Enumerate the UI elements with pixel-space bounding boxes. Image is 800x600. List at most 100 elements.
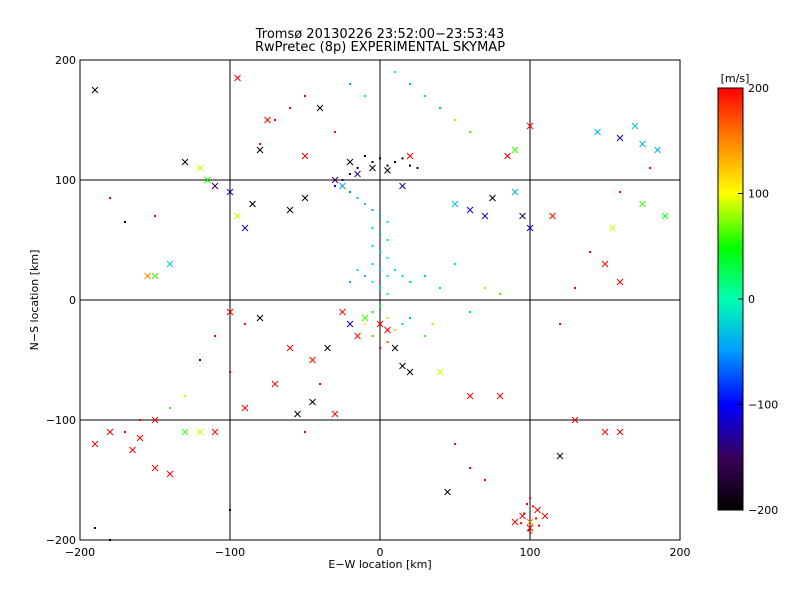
- cross-marker: [361, 314, 369, 322]
- colorbar-tick-label: 100: [748, 188, 769, 201]
- dot-marker: [394, 161, 396, 163]
- cross-marker: [571, 416, 579, 424]
- dot-marker: [386, 341, 389, 343]
- dot-marker: [349, 173, 351, 175]
- dot-marker: [439, 107, 441, 109]
- cross-marker: [309, 398, 316, 406]
- x-tick-label: 0: [377, 546, 384, 559]
- y-tick-label: −100: [46, 414, 76, 427]
- plot-frame: [79, 59, 681, 541]
- cross-marker: [151, 416, 159, 424]
- cross-marker: [384, 326, 391, 334]
- data-points: [91, 71, 669, 541]
- dot-marker: [535, 517, 537, 520]
- cross-marker: [631, 122, 639, 130]
- dot-marker: [394, 329, 396, 331]
- cross-marker: [264, 116, 271, 124]
- colorbar-tick-label: 200: [748, 82, 769, 95]
- colorbar-tick-label: −200: [748, 504, 778, 517]
- dot-marker: [416, 167, 419, 169]
- x-tick-label: −200: [65, 546, 95, 559]
- cross-marker: [519, 212, 526, 220]
- cross-marker: [369, 164, 376, 172]
- cross-marker: [204, 176, 211, 184]
- dot-marker: [229, 509, 231, 511]
- dot-marker: [469, 131, 471, 133]
- dot-marker: [379, 269, 381, 271]
- y-tick-label: 0: [69, 294, 76, 307]
- dot-marker: [520, 522, 522, 525]
- dot-marker: [334, 185, 336, 187]
- dot-marker: [169, 407, 171, 409]
- cross-marker: [354, 332, 361, 340]
- dot-marker: [229, 371, 231, 373]
- dot-marker: [364, 95, 366, 97]
- dot-marker: [259, 143, 261, 145]
- dot-marker: [454, 119, 456, 121]
- dot-marker: [409, 83, 411, 85]
- dot-marker: [364, 155, 366, 157]
- cross-marker: [301, 152, 309, 160]
- dot-marker: [356, 197, 359, 199]
- dot-marker: [364, 203, 366, 205]
- dot-marker: [484, 479, 486, 481]
- cross-marker: [241, 404, 249, 412]
- cross-marker: [256, 146, 264, 154]
- cross-marker: [594, 128, 601, 136]
- y-tick-label: −200: [46, 534, 76, 547]
- cross-marker: [384, 167, 391, 174]
- dot-marker: [526, 503, 528, 505]
- dot-marker: [124, 221, 126, 223]
- cross-marker: [151, 272, 159, 280]
- dot-marker: [199, 359, 201, 361]
- cross-marker: [549, 212, 556, 220]
- dot-marker: [319, 383, 321, 385]
- cross-marker: [601, 260, 609, 268]
- x-tick-label: −100: [215, 546, 245, 559]
- dot-marker: [379, 215, 381, 217]
- colorbar-label: [m/s]: [721, 72, 750, 85]
- dot-marker: [530, 531, 533, 534]
- dot-marker: [371, 281, 374, 283]
- dot-marker: [574, 287, 576, 289]
- x-tick-label: 100: [520, 546, 541, 559]
- dot-marker: [379, 233, 381, 235]
- cross-marker: [391, 344, 399, 352]
- cross-marker: [444, 488, 451, 496]
- y-axis-label: N−S location [km]: [28, 250, 41, 351]
- dot-marker: [409, 281, 411, 283]
- dot-marker: [386, 317, 389, 319]
- cross-marker: [451, 200, 459, 208]
- dot-marker: [371, 335, 374, 337]
- dot-marker: [371, 209, 374, 211]
- dot-marker: [379, 157, 381, 160]
- cross-marker: [511, 188, 519, 196]
- cross-marker: [481, 212, 489, 220]
- dot-marker: [386, 239, 389, 241]
- x-axis-label: E−W location [km]: [328, 558, 431, 571]
- cross-marker: [466, 392, 474, 400]
- axis-ticks: −200−200 −100 −100 0 0 100 100 200 200: [46, 54, 691, 559]
- dot-marker: [454, 263, 456, 265]
- cross-marker: [316, 104, 324, 112]
- dot-marker: [409, 164, 411, 167]
- cross-marker: [534, 506, 541, 514]
- cross-marker: [271, 380, 279, 388]
- cross-marker: [196, 164, 204, 172]
- dot-marker: [386, 164, 389, 167]
- y-tick-label: 200: [55, 54, 76, 67]
- dot-marker: [394, 71, 396, 73]
- cross-marker: [256, 314, 264, 322]
- dot-marker: [619, 191, 621, 193]
- dot-marker: [523, 512, 525, 515]
- cross-marker: [504, 152, 511, 160]
- dot-marker: [424, 95, 426, 97]
- dot-marker: [529, 497, 531, 499]
- cross-marker: [226, 308, 234, 316]
- dot-marker: [559, 323, 561, 325]
- y-tick-label: 100: [55, 174, 76, 187]
- chart-title: Tromsø 20130226 23:52:00−23:53:43: [255, 27, 505, 42]
- dot-marker: [94, 527, 96, 529]
- cross-marker: [496, 392, 504, 400]
- dot-marker: [334, 131, 336, 133]
